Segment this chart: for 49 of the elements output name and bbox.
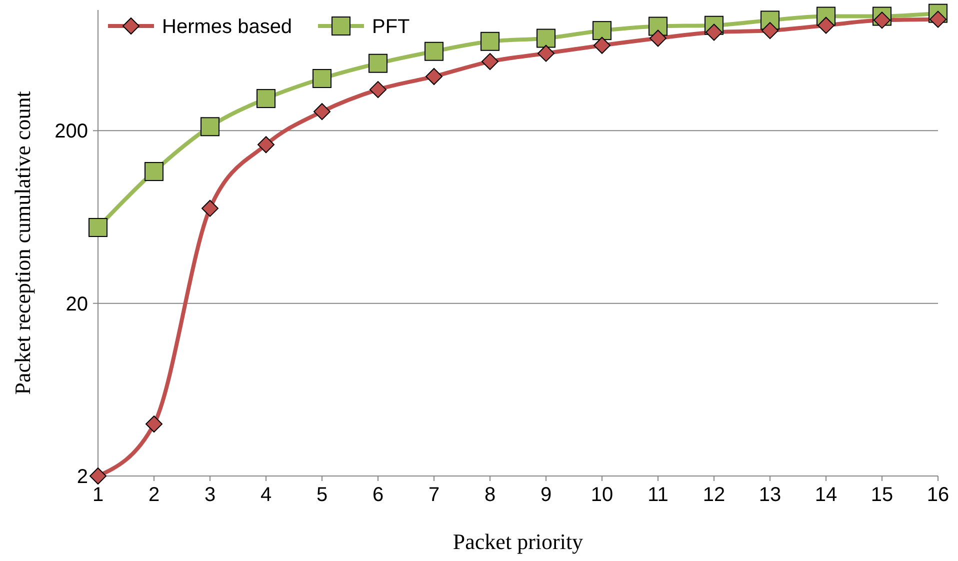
x-tick-label: 14 — [814, 484, 838, 506]
point — [482, 53, 498, 70]
point — [706, 24, 722, 41]
point — [592, 21, 612, 40]
point — [312, 69, 332, 88]
point — [538, 44, 554, 62]
y-tick-label: 20 — [66, 293, 88, 316]
point — [202, 200, 218, 217]
x-tick-label: 13 — [758, 484, 782, 506]
x-tick-label: 3 — [204, 484, 216, 506]
x-tick-label: 10 — [590, 484, 614, 506]
point — [424, 42, 444, 61]
point — [88, 218, 108, 237]
point — [594, 36, 610, 54]
point — [90, 468, 106, 484]
y-tick-label: 200 — [54, 120, 88, 143]
point — [146, 416, 162, 433]
point — [930, 10, 946, 28]
point — [368, 54, 388, 73]
x-tick-label: 1 — [92, 484, 104, 506]
x-tick-label: 6 — [372, 484, 384, 506]
x-tick-label: 5 — [316, 484, 328, 506]
point — [480, 32, 500, 51]
point — [314, 103, 330, 120]
point — [426, 68, 442, 85]
x-tick-label: 16 — [926, 484, 950, 506]
x-tick-label: 9 — [540, 484, 552, 506]
point — [818, 16, 834, 34]
x-tick-label: 8 — [484, 484, 496, 506]
x-tick-label: 2 — [148, 484, 160, 506]
point — [650, 30, 666, 47]
point — [536, 28, 556, 48]
x-tick-label: 12 — [702, 484, 726, 506]
point — [258, 136, 274, 154]
legend-label: PFT — [372, 16, 410, 38]
point — [874, 12, 890, 29]
point — [762, 22, 778, 40]
y-tick-label: 2 — [76, 466, 88, 488]
point — [144, 162, 164, 182]
point — [370, 81, 386, 98]
x-axis-title: Packet priority — [452, 529, 584, 554]
legend-label: Hermes based — [162, 16, 292, 38]
point — [200, 117, 220, 136]
x-tick-label: 11 — [648, 484, 668, 506]
x-tick-label: 7 — [428, 484, 440, 506]
y-axis-title: Packet reception cumulative count — [10, 91, 35, 395]
x-tick-label: 4 — [260, 484, 272, 506]
x-tick-label: 15 — [870, 484, 894, 506]
point — [256, 89, 276, 108]
